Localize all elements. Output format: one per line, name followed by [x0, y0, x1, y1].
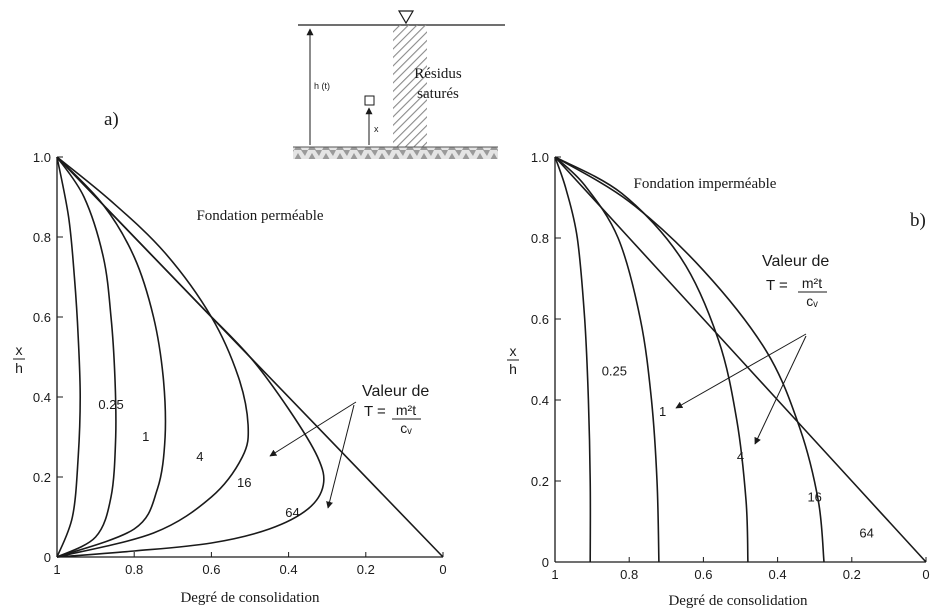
- chart-b-curve-label: 0.25: [602, 364, 627, 379]
- chart-a-formula-lhs: T =: [364, 403, 386, 420]
- panel-a-label: a): [104, 109, 119, 130]
- chart-a-arrow-64: [326, 404, 355, 509]
- chart-a-formula-num: m²t: [396, 402, 416, 418]
- x-label: x: [374, 124, 379, 134]
- chart-a-curve-label: 16: [237, 475, 251, 490]
- chart-b-y-tick-label: 0.2: [531, 474, 549, 489]
- chart-b-formula-lhs: T =: [766, 277, 788, 294]
- chart-b-y-tick-label: 1.0: [531, 150, 549, 165]
- chart-b-ylabel: x h: [507, 343, 519, 377]
- chart-a-x-tick-label: 0.2: [357, 562, 375, 577]
- chart-a-arrow-16: [269, 401, 357, 457]
- chart-a-x-tick-label: 0.4: [280, 562, 298, 577]
- chart-b-curve-T-16: [554, 156, 825, 563]
- chart-a-y-tick-label: 0: [44, 550, 51, 565]
- chart-b-curve-T-0-25: [554, 156, 592, 563]
- chart-b-curve-label: 64: [859, 526, 873, 541]
- chart-b-legend-title: Valeur de: [762, 253, 829, 270]
- chart-b-y-tick-label: 0.6: [531, 312, 549, 327]
- chart-a-y-tick-label: 0.4: [33, 390, 51, 405]
- chart-a-x-tick-label: 0.8: [125, 562, 143, 577]
- chart-a-x-tick-label: 0: [439, 562, 446, 577]
- water-level-triangle-icon: [397, 10, 415, 25]
- chart-a-legend-title: Valeur de: [362, 383, 429, 400]
- chart-b-x-tick-label: 1: [551, 567, 558, 582]
- chart-b-annotation: Fondation imperméable: [634, 176, 777, 192]
- material-label-line2: saturés: [417, 86, 459, 102]
- chart-a-reference-line: [56, 156, 444, 558]
- ground-base: [293, 147, 498, 159]
- panel-b-label: b): [910, 210, 926, 231]
- chart-a-y-tick-label: 1.0: [33, 150, 51, 165]
- chart-b-y-tick-label: 0: [542, 555, 549, 570]
- chart-a-annotation: Fondation perméable: [196, 208, 323, 224]
- chart-a-ylabel: x h: [13, 342, 25, 376]
- chart-a-curve-T-4: [56, 156, 167, 558]
- chart-a-xlabel: Degré de consolidation: [180, 590, 320, 606]
- element-square-icon: [364, 95, 375, 106]
- material-label-line1: Résidus: [414, 66, 462, 82]
- chart-b-formula-den: cᵥ: [806, 293, 818, 309]
- chart-b-ylabel-num: x: [510, 343, 517, 359]
- chart-a-curve-label: 4: [196, 449, 203, 464]
- saturated-residue-column: [393, 25, 427, 147]
- chart-b-y-tick-label: 0.4: [531, 393, 549, 408]
- chart-b-xlabel: Degré de consolidation: [668, 593, 808, 608]
- chart-b: 1 0.8 0.6 0.4 0.2 0 0 0.2 0.4 0.6 0.8 1.0 0.25 1 4 16 6…: [507, 150, 930, 608]
- chart-a-curve-label: 1: [142, 429, 149, 444]
- chart-b-arrow-1: [675, 333, 807, 409]
- chart-a-curve-label: 0.25: [98, 397, 123, 412]
- chart-a-x-tick-label: 0.6: [202, 562, 220, 577]
- chart-a-ylabel-num: x: [16, 342, 23, 358]
- chart-a-y-tick-label: 0.8: [33, 230, 51, 245]
- height-label: h (t): [314, 81, 330, 91]
- chart-a-ylabel-den: h: [15, 360, 23, 376]
- chart-b-x-tick-label: 0.4: [769, 567, 787, 582]
- chart-a-curve-label: 64: [285, 505, 299, 520]
- chart-b-ylabel-den: h: [509, 361, 517, 377]
- chart-b-curve-T-1: [554, 156, 660, 563]
- chart-b-curve-T-4: [554, 156, 749, 563]
- chart-b-curve-label: 4: [737, 449, 744, 464]
- chart-a-legend: Valeur de T = m²t cᵥ: [269, 383, 429, 509]
- chart-b-formula-num: m²t: [802, 275, 822, 291]
- chart-b-y-tick-label: 0.8: [531, 231, 549, 246]
- chart-a-y-tick-label: 0.2: [33, 470, 51, 485]
- chart-a-x-tick-label: 1: [53, 562, 60, 577]
- chart-b-x-tick-label: 0.6: [694, 567, 712, 582]
- chart-a-curve-T-0-25: [56, 156, 82, 558]
- chart-a-curve-T-1: [56, 156, 117, 558]
- chart-a-y-tick-label: 0.6: [33, 310, 51, 325]
- inset-schematic: h (t) x Résidus saturés: [293, 10, 505, 159]
- chart-a-curve-T-16: [56, 156, 250, 558]
- chart-b-arrow-4: [754, 335, 807, 445]
- chart-a: 1 0.8 0.6 0.4 0.2 0 0 0.2 0.4 0.6 0.8 1.0 0.25 1 4 16 6…: [13, 150, 447, 606]
- chart-b-x-tick-label: 0.8: [620, 567, 638, 582]
- chart-a-formula-den: cᵥ: [400, 420, 412, 436]
- chart-b-curve-T-64: [554, 156, 927, 563]
- chart-b-curve-label: 16: [807, 489, 821, 504]
- chart-b-x-tick-label: 0: [922, 567, 929, 582]
- chart-b-x-tick-label: 0.2: [843, 567, 861, 582]
- chart-b-curve-label: 1: [659, 404, 666, 419]
- chart-b-legend: Valeur de T = m²t cᵥ: [675, 253, 829, 445]
